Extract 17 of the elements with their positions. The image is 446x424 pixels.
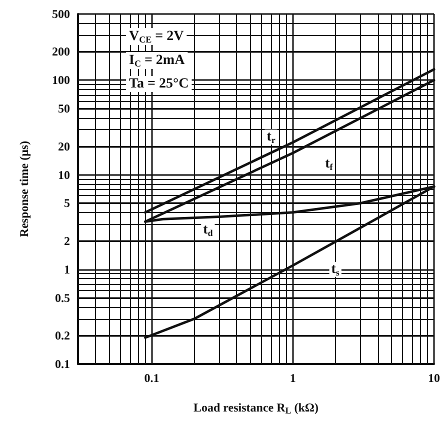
y-tick-label: 5 xyxy=(64,196,70,210)
y-tick-label: 1 xyxy=(64,262,70,276)
y-axis-title: Response time (μs) xyxy=(17,140,31,238)
y-tick-label: 500 xyxy=(52,7,70,21)
y-tick-label: 100 xyxy=(52,73,70,88)
y-tick-label: 0.5 xyxy=(55,290,70,305)
y-tick-label: 0.1 xyxy=(55,357,70,371)
y-tick-label: 2 xyxy=(64,234,70,248)
annotation: Ta = 25°C xyxy=(129,76,189,92)
x-tick-label: 1 xyxy=(290,371,296,385)
y-tick-label: 10 xyxy=(58,168,70,182)
y-tick-label: 200 xyxy=(52,44,70,59)
y-tick-label: 50 xyxy=(58,102,70,116)
y-tick-label: 0.2 xyxy=(55,328,70,343)
x-tick-label: 0.1 xyxy=(144,371,160,385)
x-tick-label: 10 xyxy=(428,371,440,385)
y-tick-label: 20 xyxy=(58,139,70,154)
